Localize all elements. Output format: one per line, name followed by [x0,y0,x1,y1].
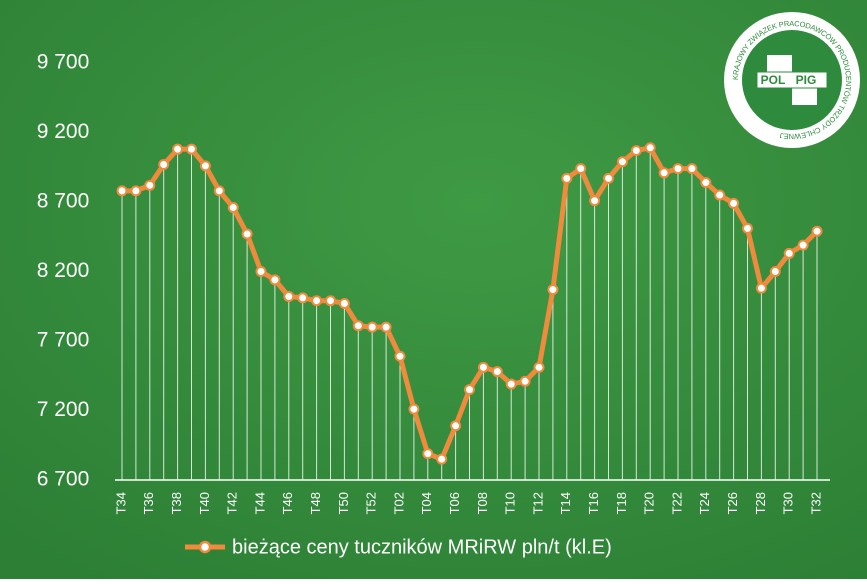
point [575,163,587,175]
x-tick-label: T16 [586,492,601,514]
x-tick-label: T46 [280,492,295,514]
point [325,295,336,307]
series [116,142,823,480]
point [533,361,545,373]
point [672,163,684,175]
point [227,202,239,214]
logo: POL PIG KRAJOWY ZWIĄZEK PRACODAWCÓW PROD… [724,12,860,148]
logo-text: POL [761,73,786,87]
y-tick-label: 7 700 [37,329,90,352]
point [769,266,781,277]
point [519,375,531,387]
point [630,145,642,157]
point [714,189,726,201]
point [172,143,184,155]
x-tick-label: T34 [113,492,128,514]
x-tick-label: T06 [447,492,462,514]
x-tick-label: T14 [558,492,573,514]
point [742,222,753,234]
y-tick-label: 8 700 [37,190,90,213]
logo-text: PIG [796,73,817,87]
point [255,266,267,277]
point [450,420,462,432]
point [728,197,740,209]
y-tick-label: 8 200 [37,259,90,282]
point [700,177,712,189]
point [338,297,350,309]
point [116,185,128,197]
point [686,163,698,175]
x-tick-label: T20 [642,492,657,514]
x-tick-label: T48 [308,492,323,514]
point [158,158,170,170]
point [186,143,197,155]
x-tick-label: T24 [697,492,712,514]
x-tick-label: T30 [781,492,796,514]
y-tick-label: 9 700 [37,51,90,74]
point [394,350,406,362]
point [616,156,628,168]
y-tick-label: 6 700 [37,468,90,491]
legend-marker [198,540,212,554]
x-tick-label: T26 [725,492,740,514]
point [130,185,142,197]
x-tick-label: T38 [169,492,184,514]
point [464,384,475,396]
x-tick-label: T12 [530,492,545,514]
point [755,282,767,294]
point [505,378,517,390]
x-tick-label: T08 [475,492,490,514]
x-tick-label: T10 [503,492,518,514]
point [408,403,420,415]
point [269,274,281,286]
logo-band [756,71,828,89]
point [547,284,559,296]
point [422,448,434,460]
point [283,291,295,303]
x-tick-label: T42 [225,492,240,514]
x-tick-label: T40 [197,492,212,514]
point [797,239,809,251]
point [297,292,309,304]
x-tick-label: T50 [336,492,351,514]
point [311,295,323,307]
point [436,453,448,465]
point [213,185,225,197]
x-tick-label: T36 [141,492,156,514]
point [477,361,489,373]
point [783,247,795,259]
x-tick-label: T32 [808,492,823,514]
point [199,160,211,172]
point [366,321,378,333]
point [603,172,614,184]
point [589,195,601,207]
point [352,320,364,332]
x-tick-label: T22 [669,492,684,514]
point [144,179,156,191]
legend-label: bieżące ceny tuczników MRiRW pln/t (kl.E… [232,536,612,558]
point [380,321,392,333]
point [811,225,823,237]
x-tick-label: T52 [364,492,379,514]
point [644,142,656,154]
point [561,172,573,184]
point [658,167,670,179]
x-tick-label: T02 [391,492,406,514]
x-tick-label: T44 [252,492,267,514]
point [491,366,503,378]
x-tick-label: T28 [753,492,768,514]
x-tick-label: T04 [419,492,434,514]
y-tick-label: 9 200 [37,120,90,143]
x-tick-label: T18 [614,492,629,514]
point [241,228,253,240]
y-tick-label: 7 200 [37,398,90,421]
